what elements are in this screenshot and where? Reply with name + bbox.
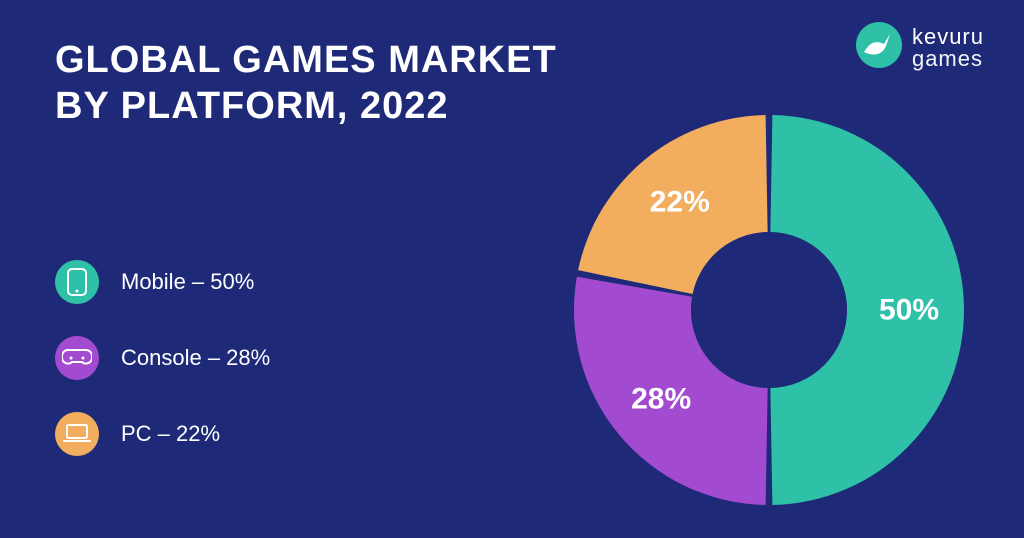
- slice-label-mobile: 50%: [879, 294, 939, 327]
- brand-logo: kevuru games: [856, 22, 984, 73]
- title-line-1: GLOBAL GAMES MARKET: [55, 39, 557, 81]
- legend: Mobile – 50% Console – 28% PC – 22%: [55, 260, 270, 456]
- donut-svg: 50% 28% 22%: [574, 115, 964, 505]
- legend-label: PC – 22%: [121, 421, 220, 447]
- slice-label-pc: 22%: [650, 186, 710, 219]
- laptop-icon: [55, 412, 99, 456]
- logo-text: kevuru games: [912, 26, 984, 70]
- logo-text-line2: games: [912, 48, 984, 70]
- legend-item-mobile: Mobile – 50%: [55, 260, 270, 304]
- legend-item-pc: PC – 22%: [55, 412, 270, 456]
- page-title: GLOBAL GAMES MARKET BY PLATFORM, 2022: [55, 38, 557, 129]
- antelope-icon: [856, 22, 902, 73]
- legend-label: Mobile – 50%: [121, 269, 254, 295]
- gamepad-icon: [55, 336, 99, 380]
- legend-label: Console – 28%: [121, 345, 270, 371]
- donut-chart: 50% 28% 22%: [574, 115, 964, 505]
- title-line-2: BY PLATFORM, 2022: [55, 85, 449, 127]
- mobile-icon: [55, 260, 99, 304]
- donut-hole: [691, 232, 847, 388]
- legend-item-console: Console – 28%: [55, 336, 270, 380]
- logo-text-line1: kevuru: [912, 26, 984, 48]
- slice-label-console: 28%: [631, 383, 691, 416]
